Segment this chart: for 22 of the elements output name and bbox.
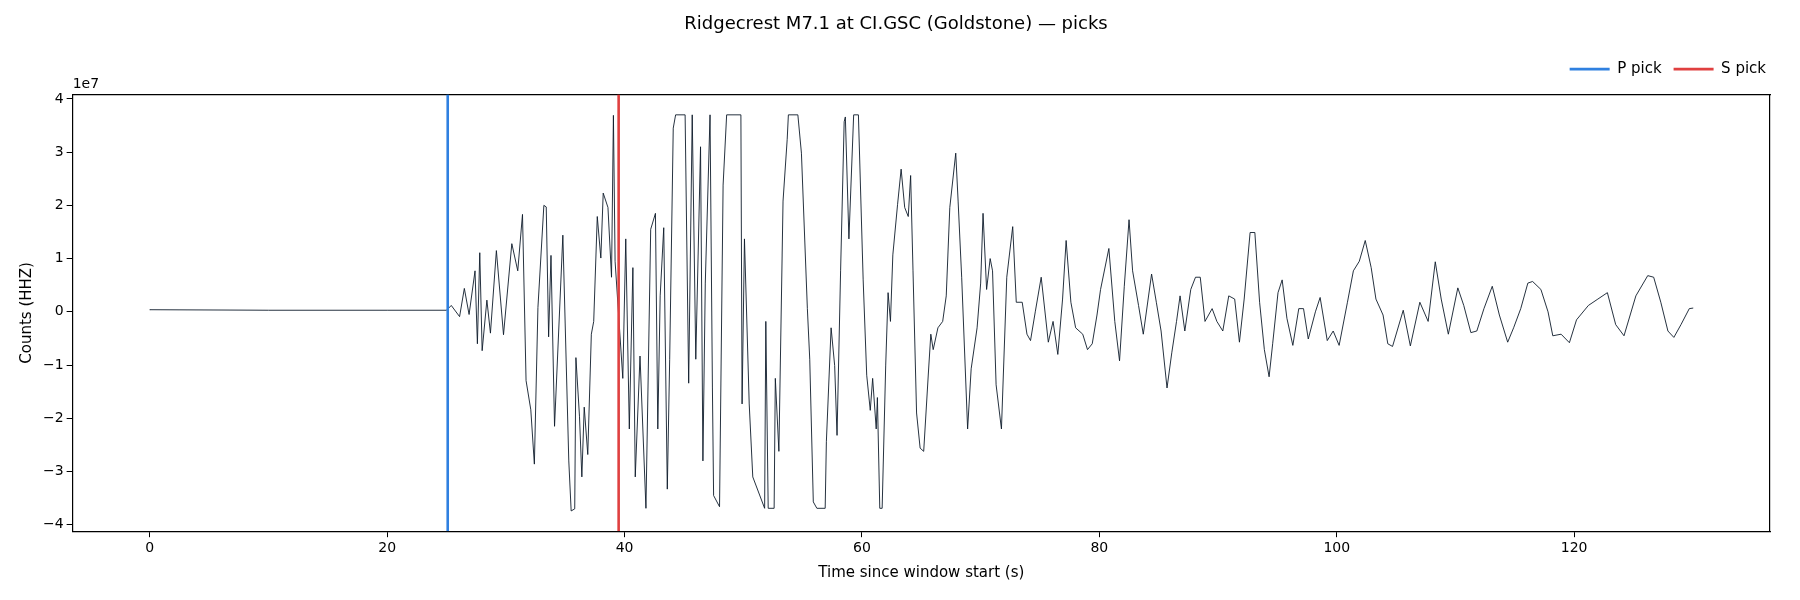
y-tick-label: −4 xyxy=(43,515,64,532)
x-tick-label: 120 xyxy=(1560,539,1588,556)
y-axis-title: Counts (HHZ) xyxy=(16,262,35,364)
y-tick-label: −3 xyxy=(43,462,64,479)
y-tick-label: 0 xyxy=(54,302,64,319)
y-tick-label: −2 xyxy=(43,408,64,425)
y-tick-label: 2 xyxy=(54,195,64,212)
legend-label: P pick xyxy=(1617,58,1662,77)
x-tick-label: 80 xyxy=(1090,539,1109,556)
x-tick-label: 100 xyxy=(1323,539,1351,556)
chart-title: Ridgecrest M7.1 at CI.GSC (Goldstone) — picks xyxy=(684,12,1108,34)
x-tick-label: 20 xyxy=(378,539,397,556)
x-tick-label: 0 xyxy=(145,539,155,556)
y-tick-label: −1 xyxy=(43,355,64,372)
x-axis-title: Time since window start (s) xyxy=(817,562,1025,581)
y-tick-label: 1 xyxy=(54,249,64,266)
x-tick-label: 40 xyxy=(615,539,634,556)
y-tick-label: 4 xyxy=(54,89,64,106)
y-tick-label: 3 xyxy=(54,142,64,159)
x-tick-label: 60 xyxy=(853,539,871,556)
text: 1e7 xyxy=(72,75,100,92)
legend-label: S pick xyxy=(1721,58,1767,77)
